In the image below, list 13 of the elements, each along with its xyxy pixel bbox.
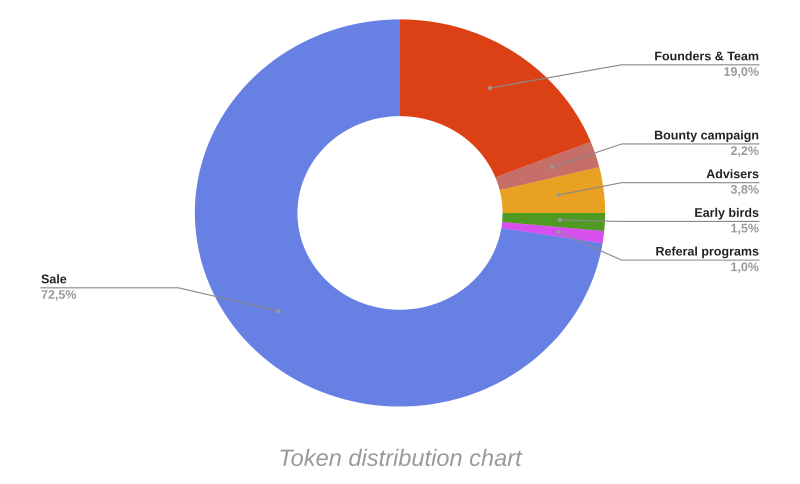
slice-label: Early birds	[695, 208, 758, 220]
data-label: 3,8%	[730, 184, 759, 196]
slice-label: Founders & Team	[655, 51, 758, 60]
slice-label: Referal programs	[656, 246, 758, 258]
data-label: 19,0%	[724, 67, 759, 78]
slice-label: Advisers	[706, 169, 758, 178]
data-label: 1,0%	[731, 262, 759, 274]
data-label: 1,5%	[731, 224, 759, 234]
slice-label: Bounty campaign	[654, 130, 758, 142]
data-label: 72,5%	[42, 290, 76, 301]
data-label: 2,2%	[730, 146, 759, 157]
text: Token distribution chart	[280, 448, 522, 466]
slice-label: Sale	[41, 274, 66, 284]
